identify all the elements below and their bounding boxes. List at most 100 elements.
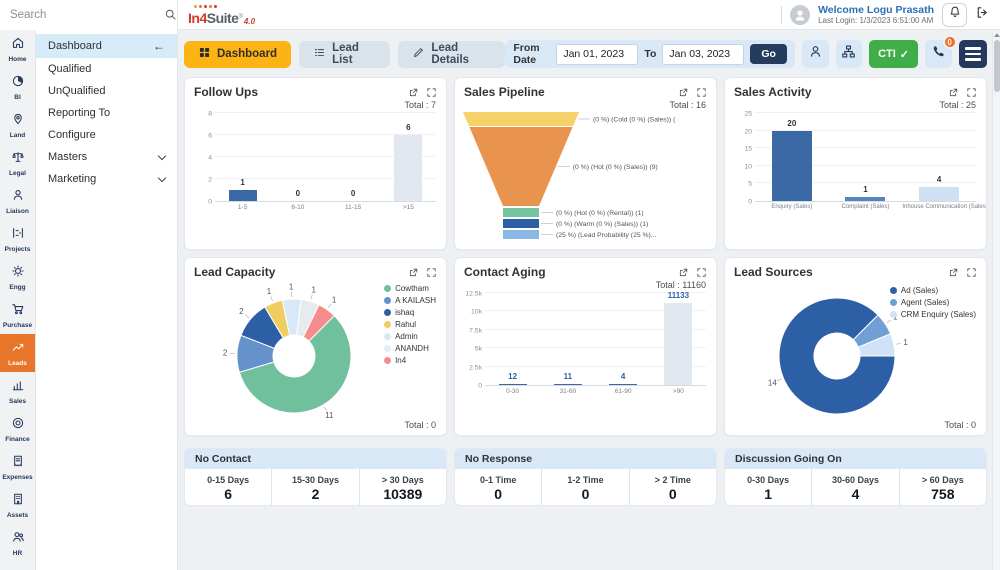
avatar[interactable]	[790, 4, 811, 25]
cti-toggle-button[interactable]: CTI ✓	[869, 40, 919, 68]
bar[interactable]	[609, 384, 638, 385]
bar[interactable]	[553, 384, 582, 385]
summary-metric[interactable]: 0-1 Time 0	[455, 469, 543, 505]
bar[interactable]	[394, 135, 423, 201]
legend-dot	[384, 321, 392, 328]
sidebar-item-bi[interactable]: BI	[0, 68, 35, 106]
legend-item[interactable]: CRM Enquiry (Sales)	[889, 310, 976, 319]
sidebar-item-home[interactable]: Home	[0, 30, 35, 68]
scroll-up-arrow[interactable]	[993, 33, 1000, 37]
summary-metric[interactable]: > 60 Days 758	[900, 469, 986, 505]
sidebar-item-sales[interactable]: Sales	[0, 372, 35, 410]
expand-icon[interactable]	[696, 87, 707, 98]
bar[interactable]	[845, 197, 886, 201]
sidebar-item-expenses[interactable]: Expenses	[0, 448, 35, 486]
sidebar-item-liaison[interactable]: Liaison	[0, 182, 35, 220]
y-axis: 0 2.5k 5k 7.5k 10k 12.5k	[465, 290, 482, 390]
submenu-item-configure[interactable]: Configure	[36, 124, 177, 146]
summary-metric[interactable]: > 2 Time 0	[630, 469, 716, 505]
submenu-item-masters[interactable]: Masters	[36, 146, 177, 168]
donut-slice[interactable]	[778, 297, 896, 415]
sidebar-item-leads[interactable]: Leads	[0, 334, 35, 372]
summary-metric[interactable]: 0-15 Days 6	[185, 469, 273, 505]
sidebar-item-legal[interactable]: Legal	[0, 144, 35, 182]
tab-label: Dashboard	[217, 48, 278, 60]
hierarchy-button[interactable]	[835, 40, 863, 68]
legend-item[interactable]: Ad (Sales)	[889, 286, 976, 295]
submenu-item-dashboard[interactable]: Dashboard ←	[36, 34, 177, 58]
legend-item[interactable]: A KAILASH	[384, 296, 436, 305]
tab-dashboard[interactable]: Dashboard	[184, 40, 292, 68]
summary-metric[interactable]: 15-30 Days 2	[272, 469, 360, 505]
bar[interactable]	[664, 303, 693, 385]
summary-metric[interactable]: > 30 Days 10389	[360, 469, 446, 505]
funnel-segment[interactable]	[503, 219, 539, 228]
export-icon[interactable]	[678, 87, 689, 98]
sidebar-item-projects[interactable]: Projects	[0, 220, 35, 258]
logout-button[interactable]	[975, 5, 990, 25]
submenu-item-label: Masters	[48, 151, 88, 163]
expand-icon[interactable]	[696, 267, 707, 278]
summary-metric[interactable]: 30-60 Days 4	[812, 469, 900, 505]
summary-metric[interactable]: 0-30 Days 1	[725, 469, 813, 505]
legend-item[interactable]: Admin	[384, 332, 436, 341]
sidebar-item-assets[interactable]: Assets	[0, 486, 35, 524]
export-icon[interactable]	[948, 87, 959, 98]
legend-item[interactable]: Cowtham	[384, 284, 436, 293]
to-date-input[interactable]	[662, 43, 745, 65]
legend-item[interactable]: Agent (Sales)	[889, 298, 976, 307]
export-icon[interactable]	[948, 267, 959, 278]
bar-value-label: 0	[295, 189, 301, 198]
chart-total: Total : 7	[404, 100, 436, 110]
bar[interactable]	[919, 186, 960, 201]
submenu-item-marketing[interactable]: Marketing	[36, 168, 177, 190]
tab-lead-list[interactable]: Lead List	[299, 40, 391, 68]
notifications-button[interactable]	[942, 2, 967, 27]
expand-icon[interactable]	[966, 267, 977, 278]
submenu-item-unqualified[interactable]: UnQualified	[36, 80, 177, 102]
sidebar-item-purchase[interactable]: Purchase	[0, 296, 35, 334]
bar[interactable]	[498, 384, 527, 385]
donut-slice[interactable]	[238, 314, 352, 414]
tab-lead-details[interactable]: Lead Details	[398, 40, 506, 68]
summary-metric[interactable]: 1-2 Time 0	[542, 469, 630, 505]
search-icon[interactable]	[164, 8, 177, 21]
submenu-item-reporting-to[interactable]: Reporting To	[36, 102, 177, 124]
scrollbar-thumb[interactable]	[993, 40, 1000, 92]
funnel-segment[interactable]	[469, 127, 573, 206]
go-button[interactable]: Go	[750, 44, 787, 64]
legend-item[interactable]: ANANDH	[384, 344, 436, 353]
legend-item[interactable]: Rahul	[384, 320, 436, 329]
donut-slice[interactable]	[302, 304, 336, 342]
export-icon[interactable]	[408, 87, 419, 98]
sidebar-item-land[interactable]: Land	[0, 106, 35, 144]
global-search[interactable]	[0, 0, 178, 30]
funnel-segment[interactable]	[463, 112, 579, 126]
legend-item[interactable]: In4	[384, 356, 436, 365]
vertical-scrollbar[interactable]	[992, 30, 1000, 570]
submenu-item-qualified[interactable]: Qualified	[36, 58, 177, 80]
phone-button[interactable]: 0	[925, 35, 957, 68]
bar[interactable]	[771, 130, 812, 201]
donut-slice[interactable]	[857, 333, 896, 357]
sidebar-item-finance[interactable]: Finance	[0, 410, 35, 448]
search-input[interactable]	[10, 8, 164, 21]
expand-icon[interactable]	[426, 267, 437, 278]
export-icon[interactable]	[678, 267, 689, 278]
from-date-input[interactable]	[556, 43, 639, 65]
sidebar-item-hr[interactable]: HR	[0, 524, 35, 562]
funnel-segment[interactable]	[503, 230, 539, 239]
assign-user-button[interactable]	[801, 40, 829, 68]
bar[interactable]	[228, 190, 257, 201]
hamburger-menu-button[interactable]	[958, 40, 987, 68]
legend-item[interactable]: ishaq	[384, 308, 436, 317]
expand-icon[interactable]	[966, 87, 977, 98]
metric-label: 30-60 Days	[831, 474, 880, 485]
export-icon[interactable]	[408, 267, 419, 278]
metric-value: 2	[311, 485, 320, 502]
sidebar-item-engg[interactable]: Engg	[0, 258, 35, 296]
funnel-segment[interactable]	[503, 208, 539, 217]
plot-area: 20 Enquiry (Sales) 1 Complaint (Sales) 4 Inho…	[755, 112, 986, 210]
collapse-arrow-icon[interactable]: ←	[153, 39, 165, 53]
expand-icon[interactable]	[426, 87, 437, 98]
